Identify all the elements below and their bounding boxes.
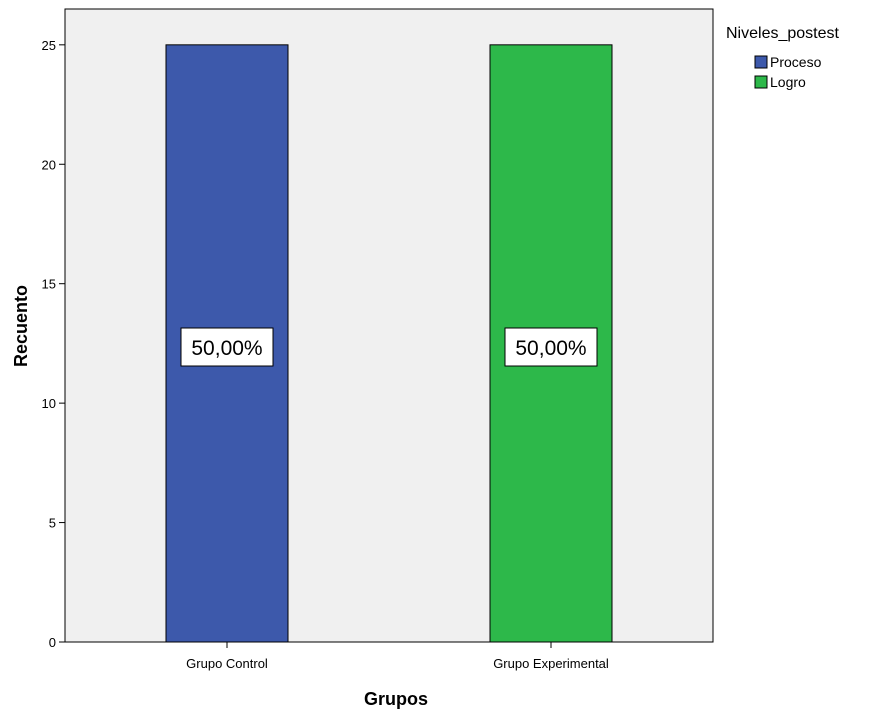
data-label: 50,00% <box>191 337 262 360</box>
legend-swatch <box>754 55 768 69</box>
y-tick-label: 5 <box>49 516 56 531</box>
plot-background <box>64 8 714 643</box>
data-label-box <box>180 327 274 367</box>
y-tick-label: 10 <box>42 396 56 411</box>
data-label-box <box>504 327 598 367</box>
legend: Niveles_postest Proceso Logro <box>726 25 840 90</box>
y-tick-label: 15 <box>42 277 56 292</box>
legend-title: Niveles_postest <box>726 25 840 42</box>
legend-label: Proceso <box>770 54 822 70</box>
legend-swatch <box>754 75 768 89</box>
legend-label: Logro <box>770 74 806 90</box>
x-axis: Grupo Control Grupo Experimental <box>65 641 713 671</box>
y-tick-label: 20 <box>42 157 56 172</box>
data-label: 50,00% <box>515 337 586 360</box>
data-labels-group: 50,00% 50,00% <box>180 327 598 367</box>
y-tick-label: 25 <box>42 38 56 53</box>
x-tick-label: Grupo Experimental <box>493 656 609 671</box>
y-axis: 0 5 10 15 20 25 <box>42 9 66 650</box>
x-axis-title: Grupos <box>364 689 428 709</box>
y-tick-label: 0 <box>49 635 56 650</box>
y-axis-title: Recuento <box>11 285 31 367</box>
x-tick-label: Grupo Control <box>186 656 268 671</box>
